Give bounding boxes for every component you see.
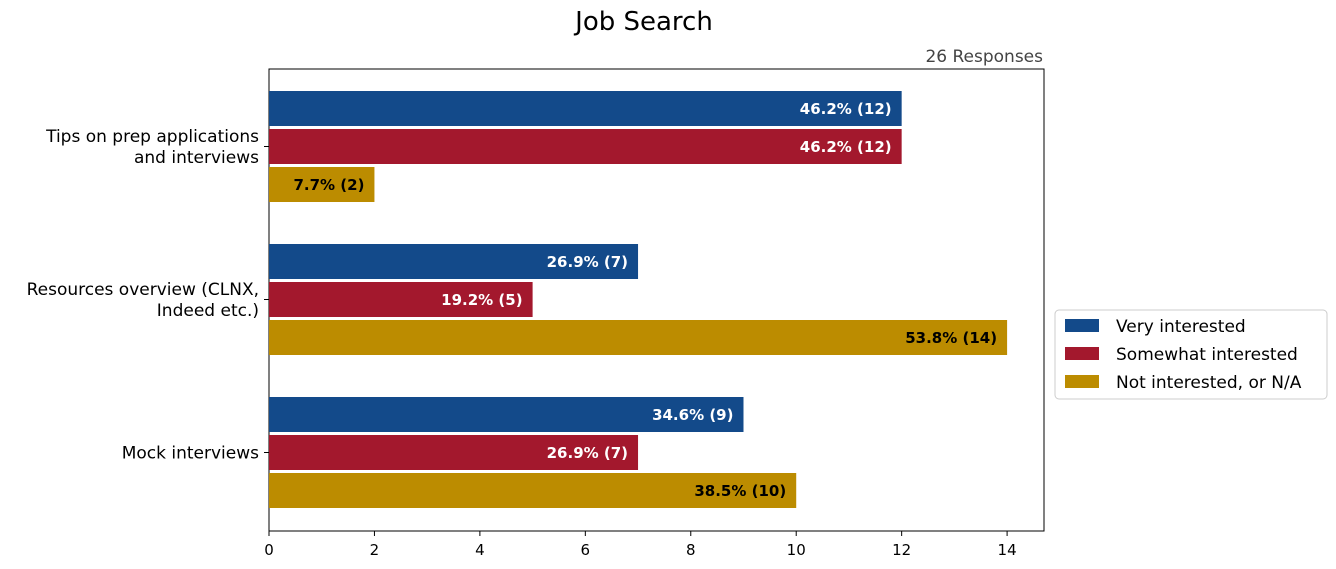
bar-label-1-2: 46.2% (12) (800, 138, 892, 156)
plot-area: 46.2% (12) 46.2% (12) 7.7% (2) Tips on prep… (27, 68, 1045, 559)
category-label-3: Mock interviews (122, 444, 259, 464)
responses-count: 26 Responses (925, 47, 1043, 67)
legend: Very interested Somewhat interested Not in… (1054, 309, 1328, 400)
bar-2-1 (269, 244, 639, 279)
x-tick-label-10: 10 (787, 541, 806, 559)
bar-label-1-1: 46.2% (12) (800, 100, 892, 118)
bar-label-3-1: 34.6% (9) (652, 406, 733, 424)
bar-label-3-2: 26.9% (7) (547, 444, 628, 462)
bar-1-2 (269, 129, 902, 164)
x-tick-label-12: 12 (892, 541, 911, 559)
legend-swatch-3 (1065, 375, 1099, 388)
legend-label-3: Not interested, or N/A (1116, 373, 1302, 393)
x-tick-label-4: 4 (475, 541, 485, 559)
category-label-2: Resources overview (CLNX, Indeed etc.) (27, 280, 259, 321)
bar-1-1 (269, 91, 902, 126)
bar-2-2 (269, 282, 533, 317)
bar-2-3 (269, 320, 1008, 355)
x-tick-label-0: 0 (264, 541, 274, 559)
legend-label-1: Very interested (1116, 317, 1246, 337)
chart-title: Job Search (573, 7, 713, 37)
bar-1-3 (269, 167, 375, 202)
x-tick-label-8: 8 (686, 541, 696, 559)
bar-label-2-3: 53.8% (14) (905, 329, 997, 347)
bar-3-2 (269, 435, 639, 470)
legend-box (1054, 309, 1328, 400)
category-label-1: Tips on prep applications and interviews (45, 127, 259, 168)
x-tick-label-2: 2 (370, 541, 380, 559)
bar-label-1-3: 7.7% (2) (293, 176, 364, 194)
legend-swatch-2 (1065, 347, 1099, 360)
x-tick-label-6: 6 (581, 541, 591, 559)
bar-label-3-3: 38.5% (10) (694, 482, 786, 500)
bar-label-2-1: 26.9% (7) (547, 253, 628, 271)
bar-3-3 (269, 473, 797, 508)
legend-label-2: Somewhat interested (1116, 345, 1298, 365)
bar-3-1 (269, 397, 744, 432)
bar-label-2-2: 19.2% (5) (441, 291, 522, 309)
legend-swatch-1 (1065, 319, 1099, 332)
x-tick-label-14: 14 (998, 541, 1017, 559)
